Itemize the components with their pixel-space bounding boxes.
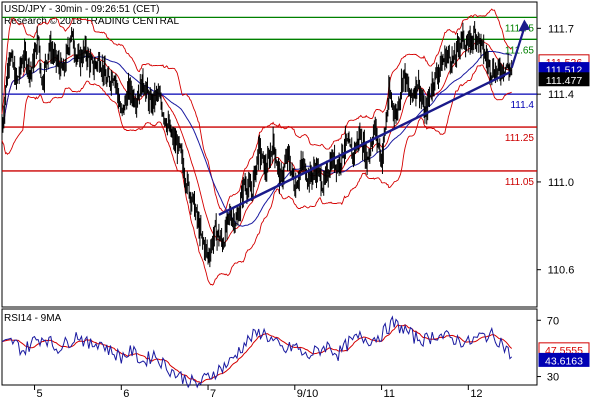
bollinger-middle-line [1, 39, 512, 244]
price-tag-label-ask: 111.477 [546, 75, 583, 87]
rsi-tag-label-rsi: 43.6163 [545, 355, 583, 367]
price-axis-label-111.4: 111.4 [548, 89, 574, 101]
price-candles [1, 21, 513, 268]
price-tag-ask [538, 72, 590, 87]
rsi-axis-label-30: 30 [547, 372, 559, 384]
rsi-tag-rsi [538, 352, 590, 367]
rsi-title: RSI14 - 9MA [4, 313, 62, 324]
rsi-ma-line [1, 324, 513, 384]
trendline [218, 71, 511, 216]
target-arrow-shaft [510, 27, 526, 69]
time-axis: 5 6 7 9/10 11 12 [34, 385, 483, 400]
level-label-111.25: 111.25 [505, 133, 535, 144]
time-axis-label-5: 5 [37, 388, 43, 400]
price-axis-label-111.7: 111.7 [548, 23, 574, 35]
time-axis-label-7: 7 [210, 388, 216, 400]
target-arrow-icon [518, 19, 531, 32]
time-axis-label-11: 11 [384, 388, 395, 400]
price-panel-frame [1, 1, 538, 308]
trendline-group [218, 19, 531, 216]
price-axis-label-111.0: 111.0 [548, 177, 574, 189]
bollinger-upper-line [1, 8, 512, 213]
level-label-111.4: 111.4 [510, 100, 534, 111]
time-axis-label-9/10: 9/10 [297, 388, 318, 400]
price-panel: 111.75 111.65 111.4 111.25 111.05 [1, 1, 538, 308]
time-axis-label-6: 6 [123, 388, 129, 400]
rsi-panel-frame [1, 308, 538, 386]
price-levels: 111.75 111.65 111.4 111.25 111.05 [2, 16, 537, 188]
rsi-lines [1, 315, 513, 389]
rsi-line [1, 315, 513, 389]
price-axis: 111.7111.4111.0110.6111.536111.512111.47… [537, 23, 590, 277]
bollinger-lower-line [1, 64, 512, 286]
rsi-panel: RSI14 - 9MA [1, 308, 538, 389]
price-axis-label-110.6: 110.6 [548, 265, 575, 277]
rsi-axis-label-70: 70 [547, 315, 559, 327]
level-label-111.75: 111.75 [505, 23, 535, 34]
level-label-111.05: 111.05 [505, 177, 535, 188]
level-label-111.65: 111.65 [505, 45, 535, 56]
chart-title: USD/JPY - 30min - 09:26:51 (CET) [4, 4, 159, 15]
time-axis-label-12: 12 [470, 388, 482, 400]
